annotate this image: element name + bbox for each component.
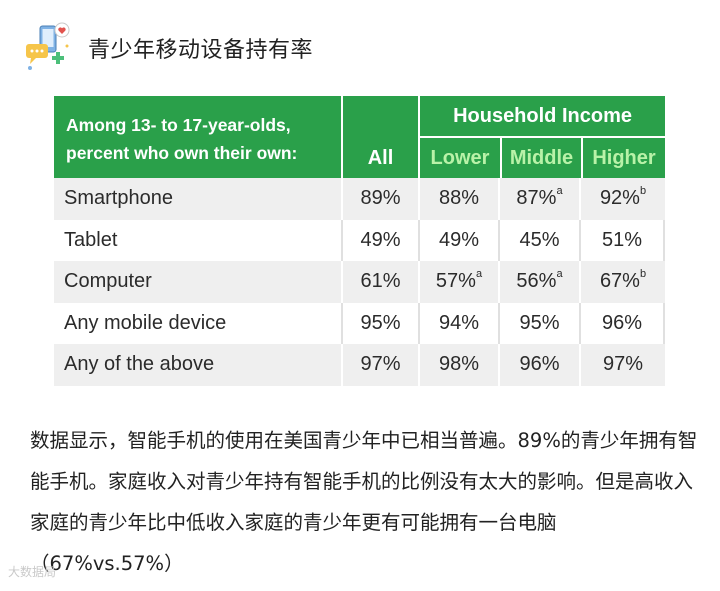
article-header: 青少年移动设备持有率 [22, 20, 313, 76]
cell-higher: 97% [581, 344, 666, 386]
cell-middle: 56%a [500, 261, 581, 303]
row-label: Any of the above [54, 344, 343, 386]
cell-middle: 87%a [500, 178, 581, 220]
cell-all: 95% [343, 302, 420, 344]
column-header-lower: Lower [420, 138, 500, 178]
watermark: 大数据局 [8, 565, 57, 579]
cell-higher: 67%b [581, 261, 666, 303]
row-label: Any mobile device [54, 302, 343, 344]
cell-all: 97% [343, 344, 420, 386]
row-label: Tablet [54, 219, 343, 261]
cell-lower: 88% [420, 178, 500, 220]
table-row: Computer 61% 57%a 56%a 67%b [54, 261, 666, 303]
column-header-middle: Middle [500, 138, 581, 178]
row-label: Computer [54, 261, 343, 303]
ownership-table: Among 13- to 17-year-olds, percent who o… [54, 96, 666, 386]
cell-middle: 96% [500, 344, 581, 386]
column-group-household-income: Household Income [420, 96, 666, 138]
row-label: Smartphone [54, 178, 343, 220]
cell-lower: 98% [420, 344, 500, 386]
cell-lower: 94% [420, 302, 500, 344]
cell-higher: 51% [581, 219, 666, 261]
cell-higher: 92%b [581, 178, 666, 220]
column-header-all: All [343, 96, 420, 178]
cell-all: 49% [343, 219, 420, 261]
table-row: Smartphone 89% 88% 87%a 92%b [54, 178, 666, 220]
cell-middle: 95% [500, 302, 581, 344]
cell-all: 61% [343, 261, 420, 303]
table-row: Any of the above 97% 98% 96% 97% [54, 344, 666, 386]
page-title: 青少年移动设备持有率 [88, 38, 314, 63]
table-row: Any mobile device 95% 94% 95% 96% [54, 302, 666, 344]
mobile-devices-icon [22, 22, 74, 74]
column-header-higher: Higher [581, 138, 666, 178]
cell-higher: 96% [581, 302, 666, 344]
cell-middle: 45% [500, 219, 581, 261]
cell-lower: 49% [420, 219, 500, 261]
cell-lower: 57%a [420, 261, 500, 303]
table-description-header: Among 13- to 17-year-olds, percent who o… [54, 96, 343, 178]
table-row: Tablet 49% 49% 45% 51% [54, 219, 666, 261]
article-paragraph: 数据显示，智能手机的使用在美国青少年中已相当普遍。89%的青少年拥有智能手机。家… [30, 429, 698, 575]
cell-all: 89% [343, 178, 420, 220]
